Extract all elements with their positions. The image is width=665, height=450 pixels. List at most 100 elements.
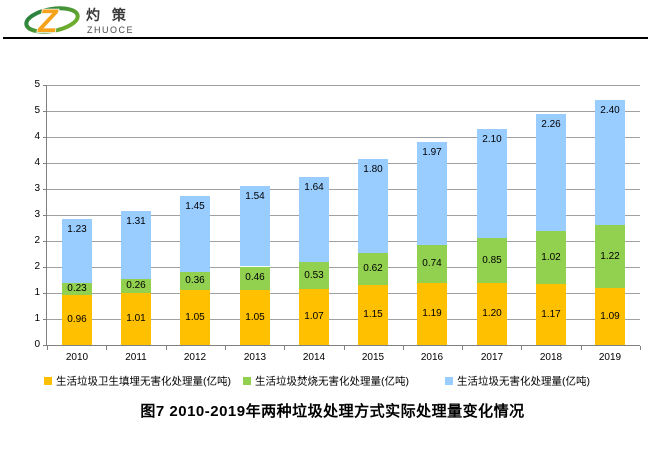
legend-label: 生活垃圾卫生填埋无害化处理量(亿吨) — [56, 375, 231, 388]
x-axis-tick — [640, 346, 641, 350]
bar-segment-total — [358, 159, 388, 253]
bar-value-label: 1.80 — [363, 164, 383, 176]
x-axis-tick — [166, 346, 167, 350]
x-axis-category-label: 2010 — [65, 352, 89, 363]
x-axis-category-label: 2016 — [420, 352, 444, 363]
legend-swatch-icon — [445, 376, 453, 385]
legend-swatch-icon — [44, 376, 52, 385]
bar-segment-total — [121, 210, 151, 279]
bar-value-label: 1.64 — [304, 181, 324, 193]
bar-segment-incineration — [536, 231, 566, 285]
y-axis-tick-label: 1 — [34, 287, 40, 298]
header-divider — [3, 37, 648, 39]
y-axis-tick — [43, 345, 47, 346]
x-axis-category-label: 2017 — [480, 352, 504, 363]
logo-mark-icon: Z — [24, 3, 80, 39]
bar-value-label: 1.54 — [245, 191, 265, 203]
bar-segment-total — [477, 129, 507, 239]
bar-segment-total — [240, 186, 270, 267]
bar-segment-landfill — [299, 289, 329, 345]
y-axis-tick-label: 5 — [34, 105, 40, 116]
y-axis-tick-label: 1 — [34, 313, 40, 324]
y-gridline — [47, 267, 640, 268]
bar-value-label: 1.45 — [185, 201, 205, 213]
y-axis-tick — [43, 215, 47, 216]
bar-segment-landfill — [240, 290, 270, 345]
bar-value-label: 1.05 — [185, 311, 205, 323]
bar-value-label: 2.40 — [600, 105, 620, 117]
bar-value-label: 0.26 — [126, 279, 146, 291]
bar-value-label: 0.23 — [67, 283, 87, 295]
x-axis-tick — [284, 346, 285, 350]
bar-segment-incineration — [417, 244, 447, 284]
legend-swatch-icon — [243, 376, 251, 385]
bar-segment-landfill — [358, 285, 388, 345]
logo-brand-en: ZHUOCE — [87, 25, 134, 35]
bar-segment-landfill — [536, 284, 566, 345]
y-axis-line — [46, 85, 47, 346]
y-axis-tick — [43, 189, 47, 190]
x-axis-tick — [47, 346, 48, 350]
bar-value-label: 2.10 — [482, 134, 502, 146]
x-axis-category-label: 2015 — [361, 352, 385, 363]
bar-segment-incineration — [299, 261, 329, 290]
y-axis-tick-label: 3 — [34, 209, 40, 220]
x-axis-tick — [581, 346, 582, 350]
y-axis-tick — [43, 293, 47, 294]
logo-brand-cn: 灼 策 — [86, 7, 130, 23]
y-gridline — [47, 85, 640, 86]
x-axis-tick — [225, 346, 226, 350]
y-axis-tick — [43, 85, 47, 86]
x-axis-tick — [403, 346, 404, 350]
bar-segment-total — [299, 176, 329, 262]
bar-segment-incineration — [240, 266, 270, 291]
y-axis-tick-label: 0 — [34, 339, 40, 350]
x-axis-category-label: 2012 — [183, 352, 207, 363]
bar-segment-incineration — [121, 279, 151, 293]
legend-item: 生活垃圾焚烧无害化处理量(亿吨) — [243, 372, 409, 388]
y-axis-tick-label: 4 — [34, 157, 40, 168]
y-gridline — [47, 215, 640, 216]
bar-value-label: 1.02 — [541, 251, 561, 263]
bar-value-label: 1.19 — [422, 308, 442, 320]
bar-value-label: 0.36 — [185, 275, 205, 286]
x-axis-tick — [344, 346, 345, 350]
company-logo: Z 灼 策 ZHUOCE — [24, 3, 134, 39]
bar-value-label: 1.05 — [245, 311, 265, 323]
bar-segment-landfill — [180, 290, 210, 345]
bar-value-label: 1.15 — [363, 309, 383, 321]
y-axis-tick-label: 3 — [34, 183, 40, 194]
x-axis-line — [46, 345, 640, 346]
bar-segment-landfill — [477, 282, 507, 345]
bar-segment-incineration — [62, 283, 92, 296]
chart-title: 图7 2010-2019年两种垃圾处理方式实际处理量变化情况 — [140, 403, 525, 420]
x-axis-category-label: 2013 — [243, 352, 267, 363]
bar-value-label: 0.53 — [304, 269, 324, 281]
x-axis-category-label: 2018 — [539, 352, 563, 363]
y-axis-tick-label: 4 — [34, 131, 40, 142]
bar-segment-total — [595, 100, 625, 225]
bar-value-label: 2.26 — [541, 118, 561, 130]
bar-value-label: 1.31 — [126, 215, 146, 227]
y-axis-tick-label: 2 — [34, 261, 40, 272]
y-axis-tick — [43, 137, 47, 138]
bar-segment-total — [536, 113, 566, 232]
bar-value-label: 1.17 — [541, 308, 561, 320]
legend-item: 生活垃圾卫生填埋无害化处理量(亿吨) — [44, 372, 231, 388]
bar-segment-total — [180, 196, 210, 272]
y-axis-tick — [43, 319, 47, 320]
svg-text:Z: Z — [37, 3, 59, 39]
x-axis-tick — [521, 346, 522, 350]
legend-label: 生活垃圾焚烧无害化处理量(亿吨) — [255, 375, 409, 388]
bar-value-label: 1.22 — [600, 250, 620, 262]
bar-value-label: 0.96 — [67, 314, 87, 325]
bar-segment-landfill — [417, 283, 447, 345]
y-axis-tick — [43, 163, 47, 164]
legend-label: 生活垃圾无害化处理量(亿吨) — [457, 375, 590, 388]
legend-item: 生活垃圾无害化处理量(亿吨) — [445, 372, 590, 388]
bar-value-label: 1.20 — [482, 307, 502, 319]
y-axis-tick-label: 5 — [34, 79, 40, 90]
bar-segment-total — [62, 219, 92, 284]
bar-value-label: 0.46 — [245, 272, 265, 284]
